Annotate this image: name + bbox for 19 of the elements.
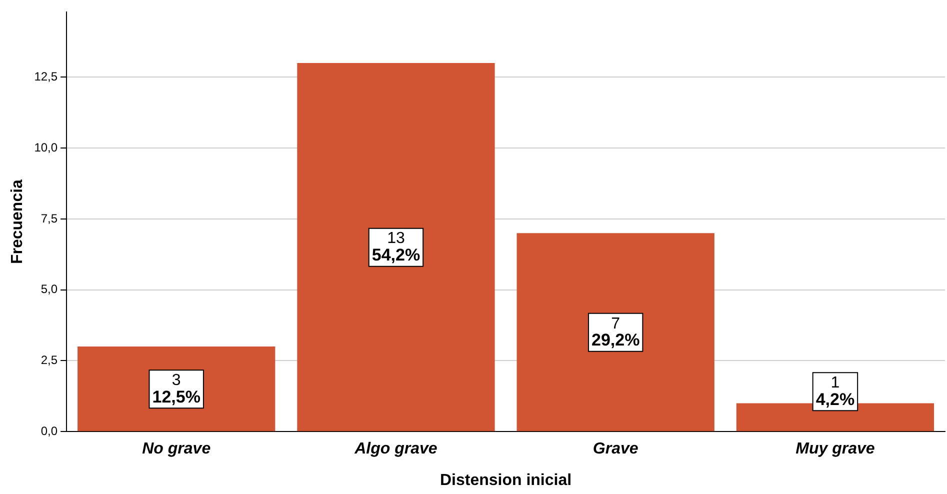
data-label: 7 29,2% <box>591 315 640 350</box>
x-tick-label: Algo grave <box>354 440 438 458</box>
y-tick-label: 5,0 <box>40 282 58 296</box>
x-axis-title: Distension inicial <box>440 472 572 489</box>
y-tick-label: 2,5 <box>40 353 58 368</box>
bar <box>78 346 276 432</box>
y-tick-label: 10,0 <box>34 140 58 154</box>
y-tick-label: 0,0 <box>40 424 58 438</box>
y-tick-label: 7,5 <box>40 211 58 226</box>
y-axis-title: Frecuencia <box>9 179 26 264</box>
y-tick-label: 12,5 <box>34 70 58 84</box>
bar <box>516 233 714 432</box>
x-tick-label: Muy grave <box>796 440 875 458</box>
bar <box>297 63 495 432</box>
data-label: 13 54,2% <box>372 230 420 265</box>
data-label: 1 4,2% <box>816 374 855 409</box>
data-label: 3 12,5% <box>152 372 200 406</box>
x-tick-label: Grave <box>592 440 638 458</box>
x-tick-label: No grave <box>142 440 211 458</box>
